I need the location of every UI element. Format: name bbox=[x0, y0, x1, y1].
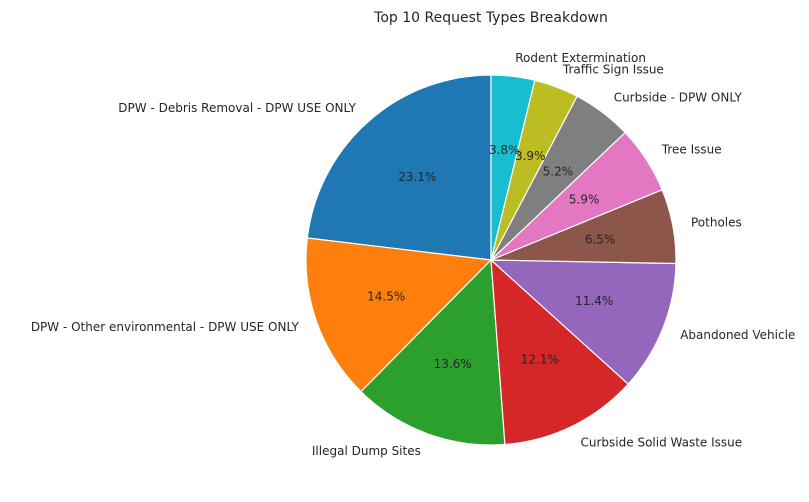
percent-label-potholes: 6.5% bbox=[585, 233, 616, 247]
category-label-potholes: Potholes bbox=[691, 215, 742, 229]
category-label-traffic-sign-issue: Traffic Sign Issue bbox=[562, 63, 664, 77]
category-label-abandoned-vehicle: Abandoned Vehicle bbox=[680, 328, 795, 342]
percent-label-illegal-dump-sites: 13.6% bbox=[434, 357, 472, 371]
percent-label-abandoned-vehicle: 11.4% bbox=[575, 294, 613, 308]
slice-dpw-debris-removal-dpw-use-only bbox=[306, 74, 492, 261]
category-label-dpw-other-environmental-dpw-use-only: DPW - Other environmental - DPW USE ONLY bbox=[31, 320, 300, 334]
percent-label-curbside-solid-waste-issue: 12.1% bbox=[521, 353, 559, 367]
percent-label-tree-issue: 5.9% bbox=[569, 193, 600, 207]
slice-illegal-dump-sites bbox=[360, 258, 506, 446]
category-label-illegal-dump-sites: Illegal Dump Sites bbox=[312, 444, 421, 458]
category-label-curbside-dpw-only: Curbside - DPW ONLY bbox=[614, 91, 743, 105]
category-label-tree-issue: Tree Issue bbox=[661, 142, 722, 156]
pie-slices bbox=[305, 74, 677, 446]
slice-curbside-solid-waste-issue bbox=[490, 258, 630, 446]
percent-label-dpw-other-environmental-dpw-use-only: 14.5% bbox=[367, 290, 405, 304]
category-label-curbside-solid-waste-issue: Curbside Solid Waste Issue bbox=[581, 436, 743, 450]
percent-labels: 23.1% 14.5% 13.6% 12.1% 11.4% 6.5% 5.9% 5.2%3.9… bbox=[367, 143, 615, 371]
percent-label-curbside-dpw-only: 5.2% bbox=[543, 164, 574, 178]
percent-label-rodent-extermination: 3.8% bbox=[489, 143, 520, 157]
slice-dpw-other-environmental-dpw-use-only bbox=[305, 237, 493, 393]
slice-rodent-extermination bbox=[490, 74, 536, 261]
percent-label-dpw-debris-removal-dpw-use-only: 23.1% bbox=[398, 170, 436, 184]
chart-title: Top 10 Request Types Breakdown bbox=[373, 10, 608, 26]
percent-label-traffic-sign-issue: 3.9% bbox=[515, 149, 546, 163]
slice-abandoned-vehicle bbox=[489, 259, 677, 385]
category-labels: DPW - Debris Removal - DPW USE ONLY DPW -… bbox=[31, 51, 795, 458]
category-label-dpw-debris-removal-dpw-use-only: DPW - Debris Removal - DPW USE ONLY bbox=[118, 101, 356, 115]
category-label-rodent-extermination: Rodent Extermination bbox=[515, 51, 646, 65]
